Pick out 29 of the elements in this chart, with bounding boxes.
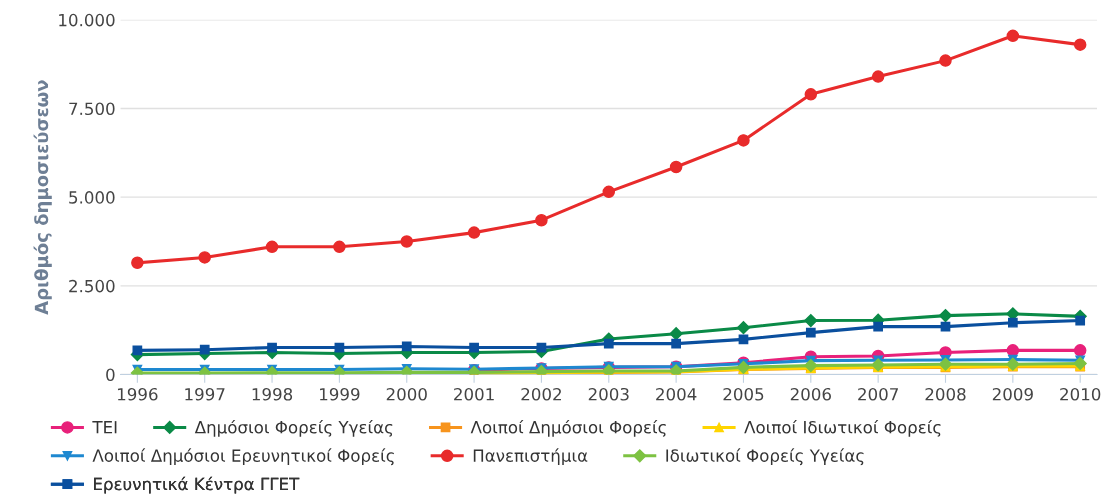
y-axis-title: Αριθμός δημοσιεύσεων <box>33 80 52 315</box>
x-tick-label: 2000 <box>386 387 427 401</box>
x-tick-label: 2002 <box>521 387 561 401</box>
x-tick-label: 2008 <box>925 387 966 401</box>
legend-label: Ερευνητικά Κέντρα ΓΓΕΤ <box>94 476 300 494</box>
x-tick-label: 2005 <box>723 387 764 401</box>
x-tick-label: 2010 <box>1060 387 1101 401</box>
legend-label: Λοιποί Ιδιωτικοί Φορείς <box>744 419 941 437</box>
x-tick-label: 2006 <box>790 387 831 401</box>
legend-label: Ιδιωτικοί Φορείς Υγείας <box>666 448 864 466</box>
x-tick-label: 1996 <box>117 387 158 401</box>
y-tick-label: 5.000 <box>69 191 115 204</box>
x-tick-label: 1999 <box>320 387 360 401</box>
y-tick-label: 0 <box>106 368 115 382</box>
legend-label: Δημόσιοι Φορείς Υγείας <box>194 419 393 437</box>
legend-label: Λοιποί Δημόσιοι Φορείς <box>470 419 666 437</box>
y-tick-label: 2.500 <box>69 279 115 293</box>
legend-label: Πανεπιστήμια <box>473 448 588 466</box>
x-tick-label: 1998 <box>252 387 293 401</box>
x-tick-label: 2009 <box>992 387 1033 401</box>
legend-label: ΤΕΙ <box>92 421 117 434</box>
x-tick-label: 2001 <box>454 387 494 401</box>
y-tick-label: 7.500 <box>69 102 115 116</box>
y-tick-label: 10.000 <box>59 13 115 27</box>
x-tick-label: 2007 <box>858 387 898 401</box>
x-tick-label: 2004 <box>656 387 697 401</box>
x-tick-label: 2003 <box>588 387 629 401</box>
x-tick-label: 1997 <box>185 387 225 401</box>
legend-label: Λοιποί Δημόσιοι Ερευνητικοί Φορείς <box>92 448 394 466</box>
